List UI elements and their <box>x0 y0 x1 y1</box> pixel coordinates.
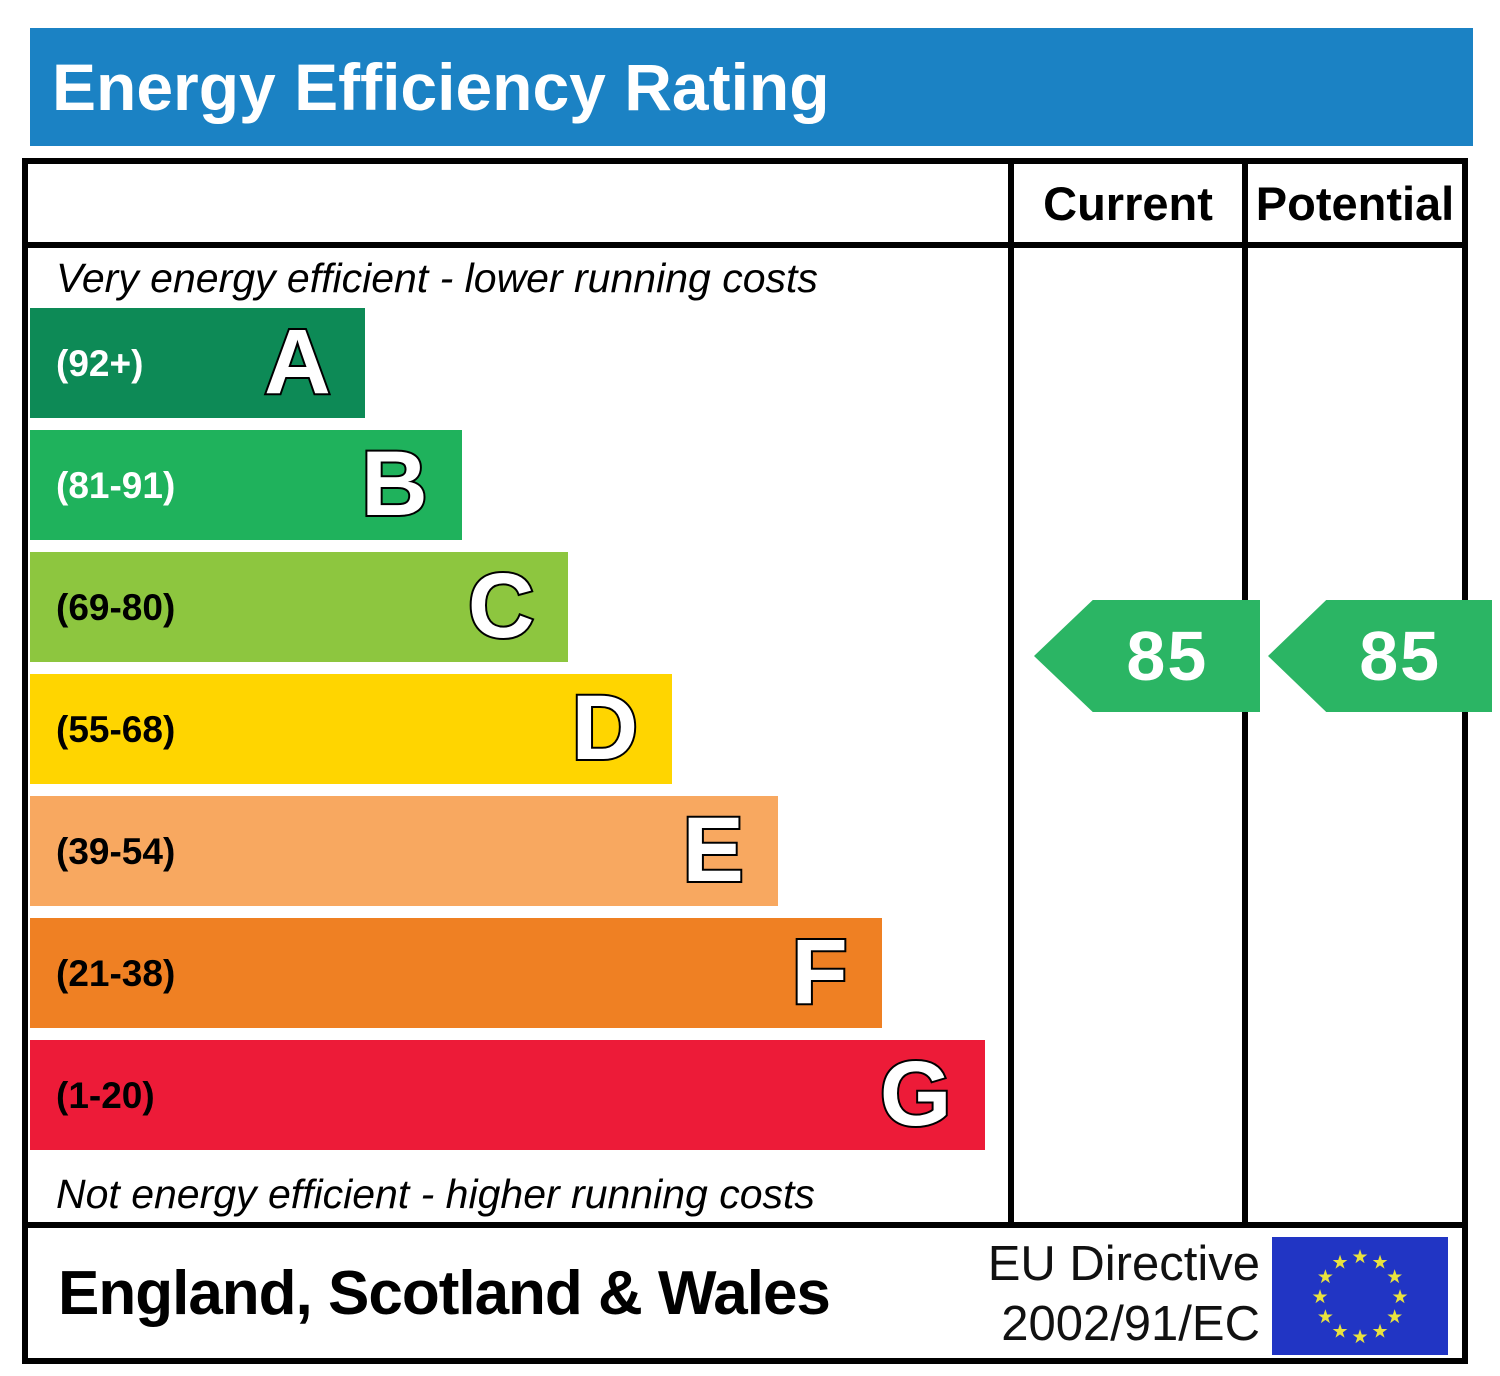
band-letter: D <box>570 675 640 781</box>
band-bar-d: (55-68) D <box>30 674 673 784</box>
current-rating-value: 85 <box>1126 617 1209 695</box>
band-letter: A <box>262 309 332 415</box>
table-header-row <box>28 164 1462 248</box>
band-letter: E <box>680 797 745 903</box>
rating-table: Current Potential Very energy efficient … <box>22 158 1492 1228</box>
band-range-label: (92+) <box>56 343 144 384</box>
svg-text:★: ★ <box>1311 1286 1328 1308</box>
svg-text:★: ★ <box>1391 1286 1408 1308</box>
svg-text:★: ★ <box>1331 1321 1348 1343</box>
band-row-f: (21-38) F <box>30 918 1000 1028</box>
svg-text:★: ★ <box>1317 1306 1334 1328</box>
potential-rating-value: 85 <box>1359 617 1442 695</box>
svg-text:★: ★ <box>1331 1251 1348 1273</box>
band-range-label: (39-54) <box>56 831 176 872</box>
top-note: Very energy efficient - lower running co… <box>56 255 818 301</box>
eu-directive-label: EU Directive 2002/91/EC <box>988 1234 1260 1354</box>
band-bar-a: (92+) A <box>30 308 365 418</box>
band-range-label: (1-20) <box>56 1075 155 1116</box>
column-divider-current <box>1008 164 1014 1222</box>
band-letter: B <box>359 431 429 537</box>
svg-text:★: ★ <box>1317 1266 1334 1288</box>
band-bar-f: (21-38) F <box>30 918 882 1028</box>
column-header-potential: Potential <box>1255 177 1455 230</box>
band-range-label: (55-68) <box>56 709 176 750</box>
svg-text:★: ★ <box>1351 1246 1368 1268</box>
svg-text:★: ★ <box>1351 1326 1368 1348</box>
band-bar-e: (39-54) E <box>30 796 778 906</box>
bottom-note: Not energy efficient - higher running co… <box>56 1171 815 1217</box>
band-letter: F <box>789 919 849 1025</box>
band-row-e: (39-54) E <box>30 796 1000 906</box>
bands-column: Very energy efficient - lower running co… <box>30 248 1000 1218</box>
eu-directive-line2: 2002/91/EC <box>1001 1297 1260 1351</box>
svg-text:★: ★ <box>1371 1321 1388 1343</box>
title-bar: Energy Efficiency Rating <box>30 28 1473 146</box>
band-range-label: (81-91) <box>56 465 176 506</box>
band-row-b: (81-91) B <box>30 430 1000 540</box>
band-row-a: (92+) A <box>30 308 1000 418</box>
column-header-current: Current <box>1043 177 1213 230</box>
svg-text:★: ★ <box>1386 1306 1403 1328</box>
current-rating-arrow: 85 <box>1034 600 1260 712</box>
band-row-d: (55-68) D <box>30 674 1000 784</box>
band-list: (92+) A (81-91) B (69-80) C <box>30 308 1000 1150</box>
band-letter: C <box>466 553 536 659</box>
band-row-g: (1-20) G <box>30 1040 1000 1150</box>
band-bar-g: (1-20) G <box>30 1040 986 1150</box>
band-bar-b: (81-91) B <box>30 430 462 540</box>
eu-flag-icon: ★ ★ ★ ★ ★ ★ ★ ★ ★ ★ ★ ★ <box>1272 1237 1448 1355</box>
potential-rating-arrow: 85 <box>1268 600 1492 712</box>
svg-text:★: ★ <box>1371 1251 1388 1273</box>
eu-directive-line1: EU Directive <box>987 1237 1260 1291</box>
band-letter: G <box>878 1041 954 1147</box>
svg-text:★: ★ <box>1386 1266 1403 1288</box>
page-title: Energy Efficiency Rating <box>52 50 830 124</box>
footer: England, Scotland & Wales EU Directive 2… <box>22 1222 1468 1364</box>
region-label: England, Scotland & Wales <box>58 1259 831 1328</box>
band-row-c: (69-80) C <box>30 552 1000 662</box>
band-bar-c: (69-80) C <box>30 552 569 662</box>
band-range-label: (69-80) <box>56 587 176 628</box>
band-range-label: (21-38) <box>56 953 176 994</box>
